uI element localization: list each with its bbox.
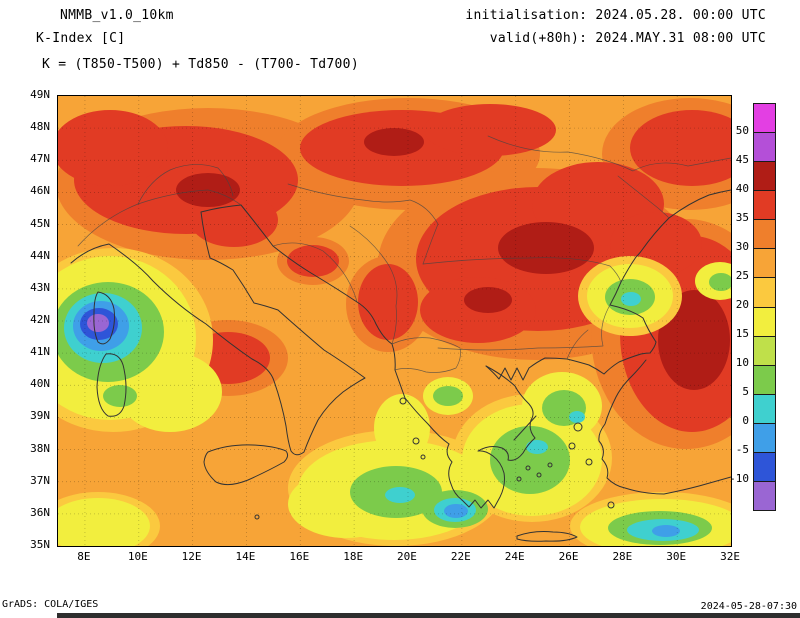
colorbar-tick-label: 45 bbox=[735, 153, 749, 166]
lat-tick-label: 44N bbox=[30, 248, 50, 262]
colorbar-segment bbox=[754, 133, 775, 163]
colorbar-segment bbox=[754, 162, 775, 192]
colorbar bbox=[753, 103, 776, 511]
colorbar-tick-label: 50 bbox=[735, 124, 749, 137]
colorbar-segment bbox=[754, 394, 775, 424]
model-title: NMMB_v1.0_10km bbox=[60, 8, 174, 23]
init-time: initialisation: 2024.05.28. 00:00 UTC bbox=[465, 8, 766, 23]
lat-tick-label: 43N bbox=[30, 280, 50, 294]
colorbar-segment bbox=[754, 104, 775, 134]
lat-tick-label: 48N bbox=[30, 120, 50, 134]
lon-tick-label: 18E bbox=[343, 550, 364, 563]
latitude-axis: 49N 48N 47N 46N 45N 44N 43N 42N 41N 40N 39N 38N 37N 3… bbox=[0, 89, 53, 551]
colorbar-segment bbox=[754, 307, 775, 337]
lat-tick-label: 37N bbox=[30, 473, 50, 487]
lon-tick-label: 26E bbox=[558, 550, 579, 563]
colorbar-tick-label: 25 bbox=[735, 269, 749, 282]
k-index-field-map bbox=[58, 96, 731, 546]
lon-tick-label: 30E bbox=[666, 550, 687, 563]
bottom-bar bbox=[57, 613, 800, 618]
grads-credit: GrADS: COLA/IGES bbox=[2, 599, 99, 610]
lon-tick-label: 12E bbox=[181, 550, 202, 563]
longitude-axis: 8E 10E 12E 14E 16E 18E 20E 22E 24E 26E 28E 30E 32E bbox=[57, 550, 740, 564]
colorbar-segment bbox=[754, 249, 775, 279]
lon-tick-label: 22E bbox=[450, 550, 471, 563]
colorbar-segment bbox=[754, 482, 775, 511]
colorbar-tick-label: -10 bbox=[729, 472, 749, 485]
valid-time: valid(+80h): 2024.MAY.31 08:00 UTC bbox=[489, 31, 766, 46]
parameter-title: K-Index [C] bbox=[36, 31, 126, 46]
colorbar-labels: 50 45 40 35 30 25 20 15 10 5 0 -5 -10 bbox=[698, 103, 749, 509]
lon-tick-label: 8E bbox=[77, 550, 91, 563]
lon-tick-label: 14E bbox=[235, 550, 256, 563]
lon-tick-label: 20E bbox=[397, 550, 417, 563]
colorbar-tick-label: -5 bbox=[735, 443, 749, 456]
lon-tick-label: 10E bbox=[127, 550, 148, 563]
colorbar-segment bbox=[754, 423, 775, 453]
colorbar-tick-label: 15 bbox=[735, 327, 749, 340]
colorbar-tick-label: 40 bbox=[735, 182, 749, 195]
lat-tick-label: 47N bbox=[30, 152, 50, 166]
colorbar-segment bbox=[754, 336, 775, 366]
field-layer bbox=[58, 96, 731, 546]
lat-tick-label: 36N bbox=[30, 505, 50, 519]
colorbar-segment bbox=[754, 220, 775, 250]
render-timestamp: 2024-05-28-07:30 bbox=[700, 601, 797, 612]
colorbar-tick-label: 5 bbox=[742, 385, 749, 398]
colorbar-tick-label: 20 bbox=[735, 298, 749, 311]
lon-tick-label: 28E bbox=[612, 550, 633, 563]
formula-text: K = (T850-T500) + Td850 - (T700- Td700) bbox=[42, 57, 359, 72]
lon-tick-label: 24E bbox=[504, 550, 525, 563]
map-canvas bbox=[57, 95, 732, 547]
lat-tick-label: 41N bbox=[30, 345, 50, 359]
lat-tick-label: 40N bbox=[30, 377, 50, 391]
lon-tick-label: 16E bbox=[289, 550, 310, 563]
colorbar-segment bbox=[754, 365, 775, 395]
colorbar-tick-label: 10 bbox=[735, 356, 749, 369]
lat-tick-label: 49N bbox=[30, 88, 50, 101]
colorbar-segment bbox=[754, 278, 775, 308]
lat-tick-label: 45N bbox=[30, 216, 50, 230]
colorbar-tick-label: 0 bbox=[742, 414, 749, 427]
colorbar-tick-label: 35 bbox=[735, 211, 749, 224]
colorbar-segment bbox=[754, 452, 775, 483]
coastline-borders-layer bbox=[70, 135, 731, 542]
grid-layer bbox=[58, 96, 731, 546]
lon-tick-label: 32E bbox=[720, 550, 740, 563]
colorbar-segment bbox=[754, 191, 775, 221]
lat-tick-label: 39N bbox=[30, 409, 50, 423]
lat-tick-label: 35N bbox=[30, 538, 50, 551]
lat-tick-label: 42N bbox=[30, 313, 50, 326]
colorbar-tick-label: 30 bbox=[735, 240, 749, 253]
lat-tick-label: 46N bbox=[30, 184, 50, 198]
lat-tick-label: 38N bbox=[30, 441, 50, 455]
